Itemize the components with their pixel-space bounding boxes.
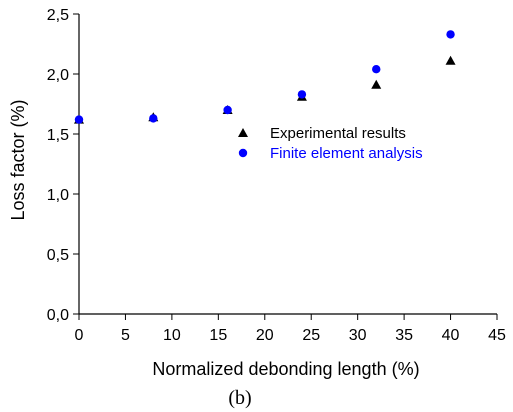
y-tick-label: 0,5	[47, 247, 69, 264]
x-tick-label: 5	[121, 327, 130, 344]
chart-legend: Experimental results Finite element analy…	[238, 125, 423, 162]
x-tick-label: 45	[488, 327, 506, 344]
chart-marks	[74, 30, 456, 124]
fea-point	[149, 114, 158, 123]
y-tick-label: 1,5	[47, 127, 69, 144]
experimental-point	[371, 79, 382, 89]
x-tick-label: 15	[209, 327, 227, 344]
legend-fea-marker	[238, 148, 248, 158]
x-tick-label: 25	[302, 327, 320, 344]
x-axis-title: Normalized debonding length (%)	[152, 359, 419, 379]
legend-experimental-label: Experimental results	[270, 125, 406, 142]
x-tick-label: 10	[163, 327, 181, 344]
legend-fea-label: Finite element analysis	[270, 145, 423, 162]
legend-experimental-marker	[238, 128, 248, 137]
fea-point	[372, 65, 381, 74]
fea-point	[446, 30, 455, 39]
x-tick-label: 0	[75, 327, 84, 344]
chart-axes	[78, 14, 497, 315]
fea-point	[297, 90, 307, 99]
x-tick-label: 20	[256, 327, 274, 344]
x-tick-label: 40	[442, 327, 460, 344]
figure-caption: (b)	[228, 387, 251, 409]
y-tick-label: 2,0	[47, 67, 69, 84]
x-tick-label: 30	[349, 327, 367, 344]
y-tick-label: 1,0	[47, 187, 69, 204]
fea-point	[223, 105, 232, 115]
x-tick-label: 35	[395, 327, 413, 344]
y-axis-title: Loss factor (%)	[8, 99, 28, 220]
y-tick-label: 2,5	[47, 7, 69, 24]
chart-ticks: 0 5 10 15 20 25 30 35 40 45 0,0 0,5 1,0 1,5 2,0 2,5	[47, 7, 506, 344]
fea-point	[74, 115, 84, 124]
experimental-point	[445, 55, 456, 65]
y-tick-label: 0,0	[47, 307, 69, 324]
